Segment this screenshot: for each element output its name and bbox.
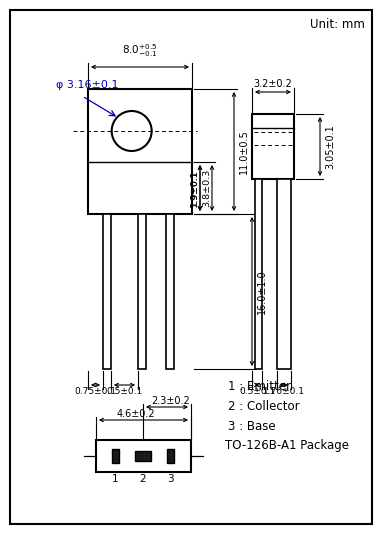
Text: 16.0±1.0: 16.0±1.0	[257, 269, 267, 314]
Text: TO-126B-A1 Package: TO-126B-A1 Package	[225, 439, 349, 452]
Text: 4.6±0.2: 4.6±0.2	[117, 409, 155, 419]
Text: 3: 3	[167, 474, 174, 484]
Text: 0.5±0.1: 0.5±0.1	[106, 388, 142, 397]
Text: 3.05±0.1: 3.05±0.1	[325, 124, 335, 169]
Text: 3 : Base: 3 : Base	[228, 420, 276, 433]
Bar	[167, 449, 174, 463]
Text: 2: 2	[140, 474, 146, 484]
Text: φ 3.16±0.1: φ 3.16±0.1	[56, 80, 118, 90]
Bar	[255, 179, 262, 369]
Bar	[96, 440, 191, 472]
Text: 3.8±0.3: 3.8±0.3	[202, 169, 211, 207]
Text: 1 : Emitter: 1 : Emitter	[228, 380, 291, 392]
Text: $8.0^{+0.5}_{-0.1}$: $8.0^{+0.5}_{-0.1}$	[122, 42, 158, 59]
Bar	[138, 214, 146, 369]
Bar	[277, 179, 291, 369]
Text: 0.5±0.1: 0.5±0.1	[239, 388, 275, 397]
Text: 3.2±0.2: 3.2±0.2	[254, 79, 292, 89]
Bar	[166, 214, 174, 369]
Text: 1.76±0.1: 1.76±0.1	[263, 388, 305, 397]
Bar	[112, 449, 119, 463]
Text: 11.0±0.5: 11.0±0.5	[239, 129, 249, 174]
Bar	[252, 114, 294, 179]
Text: 1: 1	[112, 474, 119, 484]
Text: 2 : Collector: 2 : Collector	[228, 399, 299, 412]
Bar	[88, 89, 192, 214]
Bar	[135, 451, 151, 461]
Text: Unit: mm: Unit: mm	[310, 18, 365, 31]
Text: 1.9±0.1: 1.9±0.1	[190, 170, 199, 206]
Text: 1.9±0.1: 1.9±0.1	[190, 169, 199, 207]
Text: 2.3±0.2: 2.3±0.2	[152, 396, 190, 406]
Bar	[103, 214, 111, 369]
Text: 0.75±0.1: 0.75±0.1	[74, 388, 117, 397]
